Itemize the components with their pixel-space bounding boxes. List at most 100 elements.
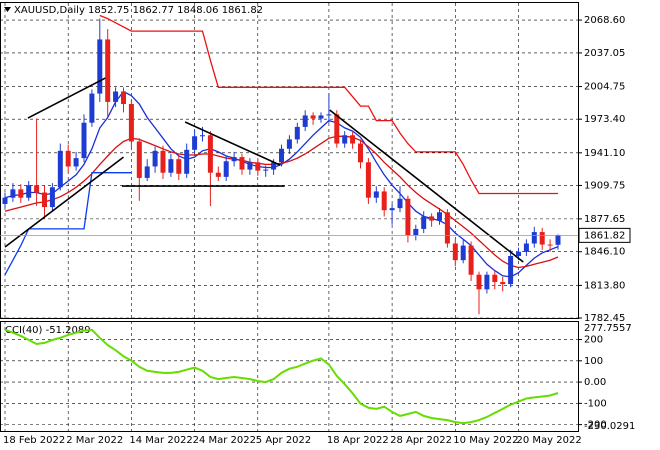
x-tick-label: 24 Mar 2022: [193, 435, 256, 446]
candle-body: [342, 135, 348, 144]
candle-body: [192, 136, 198, 150]
price-tag-label: 1861.82: [584, 230, 625, 241]
candle-body: [271, 162, 277, 170]
candle-body: [492, 274, 498, 283]
chart-title: XAUUSD,Daily: [14, 5, 85, 16]
indicator-line: [4, 172, 132, 276]
candle-body: [373, 191, 379, 198]
candle-body: [539, 232, 545, 245]
candle-body: [207, 135, 213, 173]
candle-body: [429, 216, 435, 221]
x-tick-label: 2 Mar 2022: [66, 435, 123, 446]
trendline: [329, 109, 524, 263]
candle-body: [500, 282, 506, 285]
x-tick-label: 20 May 2022: [517, 435, 582, 446]
candle-body: [358, 143, 363, 163]
y-tick-label: 1846.10: [584, 247, 625, 258]
candle-body: [421, 216, 427, 229]
high-value: 1862.77: [133, 5, 174, 16]
candle-body: [136, 141, 142, 178]
candle-body: [468, 245, 474, 275]
y-tick-label: -100: [584, 398, 607, 409]
candle-body: [286, 139, 292, 149]
candle-body: [318, 115, 324, 119]
trendline: [4, 156, 124, 248]
candle-body: [279, 148, 284, 163]
candle-body: [508, 255, 514, 285]
trendline: [27, 77, 106, 119]
candle-body: [350, 135, 356, 144]
price-tag: [578, 227, 631, 243]
y-tick-label: -200: [584, 420, 607, 431]
candle-body: [57, 150, 63, 188]
candle-body: [168, 159, 174, 173]
candle-body: [547, 244, 553, 246]
candle-body: [263, 169, 269, 171]
x-tick-label: 28 Apr 2022: [390, 435, 452, 446]
y-tick-label: 1973.40: [584, 114, 625, 125]
y-tick-label: 2037.05: [584, 48, 625, 59]
y-tick-label: 2004.75: [584, 82, 625, 93]
cci-title: CCI(40): [5, 325, 43, 336]
candle-body: [215, 172, 221, 177]
candle-body: [223, 161, 229, 177]
y-min-label: -230.0291: [584, 421, 635, 432]
candle-body: [128, 103, 134, 142]
candle-body: [105, 39, 111, 102]
candle-body: [97, 39, 103, 94]
candle-body: [444, 212, 450, 244]
x-tick-label: 18 Apr 2022: [327, 435, 389, 446]
candle-body: [160, 150, 166, 173]
candle-body: [255, 162, 261, 171]
y-tick-label: 1877.65: [584, 214, 625, 225]
candle-body: [144, 166, 150, 178]
candle-body: [113, 91, 119, 102]
x-tick-label: 18 Feb 2022: [3, 435, 65, 446]
x-tick-label: 5 Apr 2022: [256, 435, 311, 446]
cci-header: CCI(40) -51.2089: [5, 325, 91, 336]
candle-body: [531, 232, 537, 244]
candle-body: [405, 198, 411, 236]
candle-body: [152, 150, 158, 167]
cci-line: [4, 328, 559, 425]
y-tick-label: 200: [584, 335, 603, 346]
candle-body: [18, 189, 24, 198]
candle-body: [413, 228, 419, 236]
candle-body: [365, 162, 371, 198]
y-tick-label: 1782.45: [584, 313, 625, 324]
close-value: 1861.82: [222, 5, 263, 16]
candle-body: [49, 187, 55, 208]
candle-body: [310, 115, 316, 119]
candle-body: [73, 158, 79, 167]
candle-body: [460, 245, 466, 261]
candle-body: [42, 192, 47, 208]
y-max-label: 277.7557: [584, 323, 632, 334]
menu-arrow[interactable]: [4, 7, 11, 12]
candle-body: [389, 208, 395, 211]
y-tick-label: 2068.60: [584, 15, 625, 26]
y-tick-label: 1909.75: [584, 180, 625, 191]
candle-body: [302, 115, 308, 127]
candle-body: [200, 135, 205, 137]
trendline: [184, 121, 281, 166]
y-tick-label: 1941.10: [584, 148, 625, 159]
y-tick-label: 100: [584, 356, 603, 367]
candle-body: [523, 243, 529, 252]
candle-body: [452, 243, 458, 261]
candle-body: [476, 274, 482, 290]
candle-body: [231, 157, 237, 162]
candle-body: [555, 235, 561, 245]
indicator-line: [99, 14, 558, 195]
candle-body: [334, 114, 340, 144]
candle-body: [326, 114, 332, 116]
candle-body: [89, 93, 95, 123]
candle-body: [397, 198, 403, 209]
candle-body: [381, 191, 387, 211]
candle-body: [437, 212, 442, 221]
candle-body: [81, 122, 87, 159]
candle-body: [121, 91, 126, 104]
main-frame: [0, 2, 579, 319]
candle-body: [247, 162, 253, 170]
y-tick-label: 0.00: [584, 377, 606, 388]
